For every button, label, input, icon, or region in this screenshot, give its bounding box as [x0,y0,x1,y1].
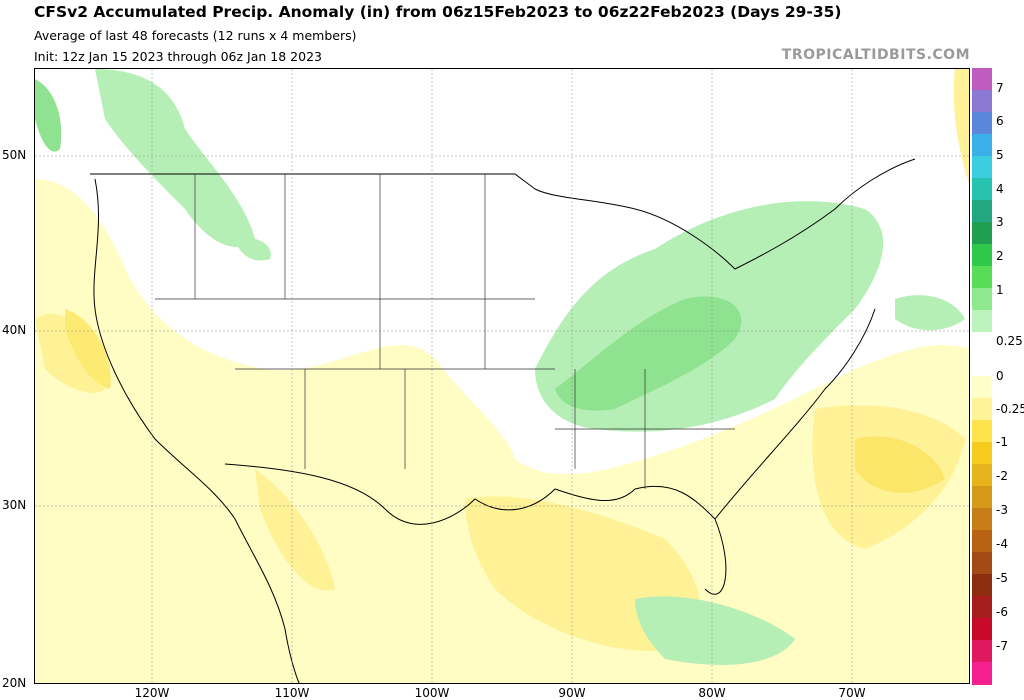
lon-label-90w: 90W [558,686,586,700]
colorbar-cell [972,376,992,399]
lat-label-40n: 40N [2,323,27,337]
colorbar-label: -4 [996,537,1008,551]
anomaly-colorbar [972,68,992,685]
political-boundaries [90,158,916,683]
colorbar-cell [972,420,992,443]
lon-label-70w: 70W [838,686,866,700]
colorbar-cell [972,662,992,685]
colorbar-label: 5 [996,148,1004,162]
colorbar-cell [972,552,992,575]
colorbar-cell [972,530,992,553]
colorbar-label: -1 [996,435,1008,449]
colorbar-cell [972,486,992,509]
colorbar-cell [972,640,992,663]
colorbar-cell [972,398,992,421]
colorbar-label: 6 [996,114,1004,128]
colorbar-label: 4 [996,182,1004,196]
lon-label-120w: 120W [134,686,170,700]
colorbar-cell [972,596,992,619]
map-title: CFSv2 Accumulated Precip. Anomaly (in) f… [34,3,842,21]
colorbar-cell [972,310,992,333]
lat-label-20n: 20N [2,676,27,690]
colorbar-label: -6 [996,605,1008,619]
state-lines [155,174,735,489]
colorbar-cell [972,442,992,465]
lat-label-50n: 50N [2,148,27,162]
colorbar-cell [972,508,992,531]
dry-anomaly-shading [35,69,969,683]
colorbar-label: -3 [996,503,1008,517]
lon-label-110w: 110W [274,686,310,700]
colorbar-label: -2 [996,469,1008,483]
lon-label-80w: 80W [698,686,726,700]
colorbar-cell [972,68,992,91]
colorbar-label: -0.25 [996,402,1024,416]
colorbar-cell [972,266,992,289]
site-watermark: TROPICALTIDBITS.COM [781,47,970,63]
wet-anomaly-shading [35,69,965,665]
precip-anomaly-map [34,68,970,684]
colorbar-cell [972,178,992,201]
colorbar-cell [972,618,992,641]
lon-label-100w: 100W [414,686,450,700]
colorbar-label: 1 [996,283,1004,297]
colorbar-cell [972,90,992,113]
colorbar-label: -5 [996,571,1008,585]
colorbar-label: 7 [996,81,1004,95]
colorbar-label: 3 [996,215,1004,229]
map-canvas [35,69,969,683]
colorbar-label: 2 [996,249,1004,263]
colorbar-cell [972,156,992,179]
colorbar-cell [972,200,992,223]
colorbar-cell [972,244,992,267]
colorbar-cell [972,222,992,245]
colorbar-cell [972,464,992,487]
colorbar-cell [972,288,992,311]
colorbar-cell [972,332,992,355]
colorbar-label: -7 [996,639,1008,653]
map-subtitle: Average of last 48 forecasts (12 runs x … [34,28,357,43]
lat-label-30n: 30N [2,498,27,512]
colorbar-cell [972,112,992,135]
graticule [35,69,969,683]
colorbar-cell [972,354,992,377]
colorbar-cell [972,574,992,597]
colorbar-cell [972,134,992,157]
colorbar-label: 0.25 [996,334,1023,348]
colorbar-label: 0 [996,369,1004,383]
init-time: Init: 12z Jan 15 2023 through 06z Jan 18… [34,49,322,64]
